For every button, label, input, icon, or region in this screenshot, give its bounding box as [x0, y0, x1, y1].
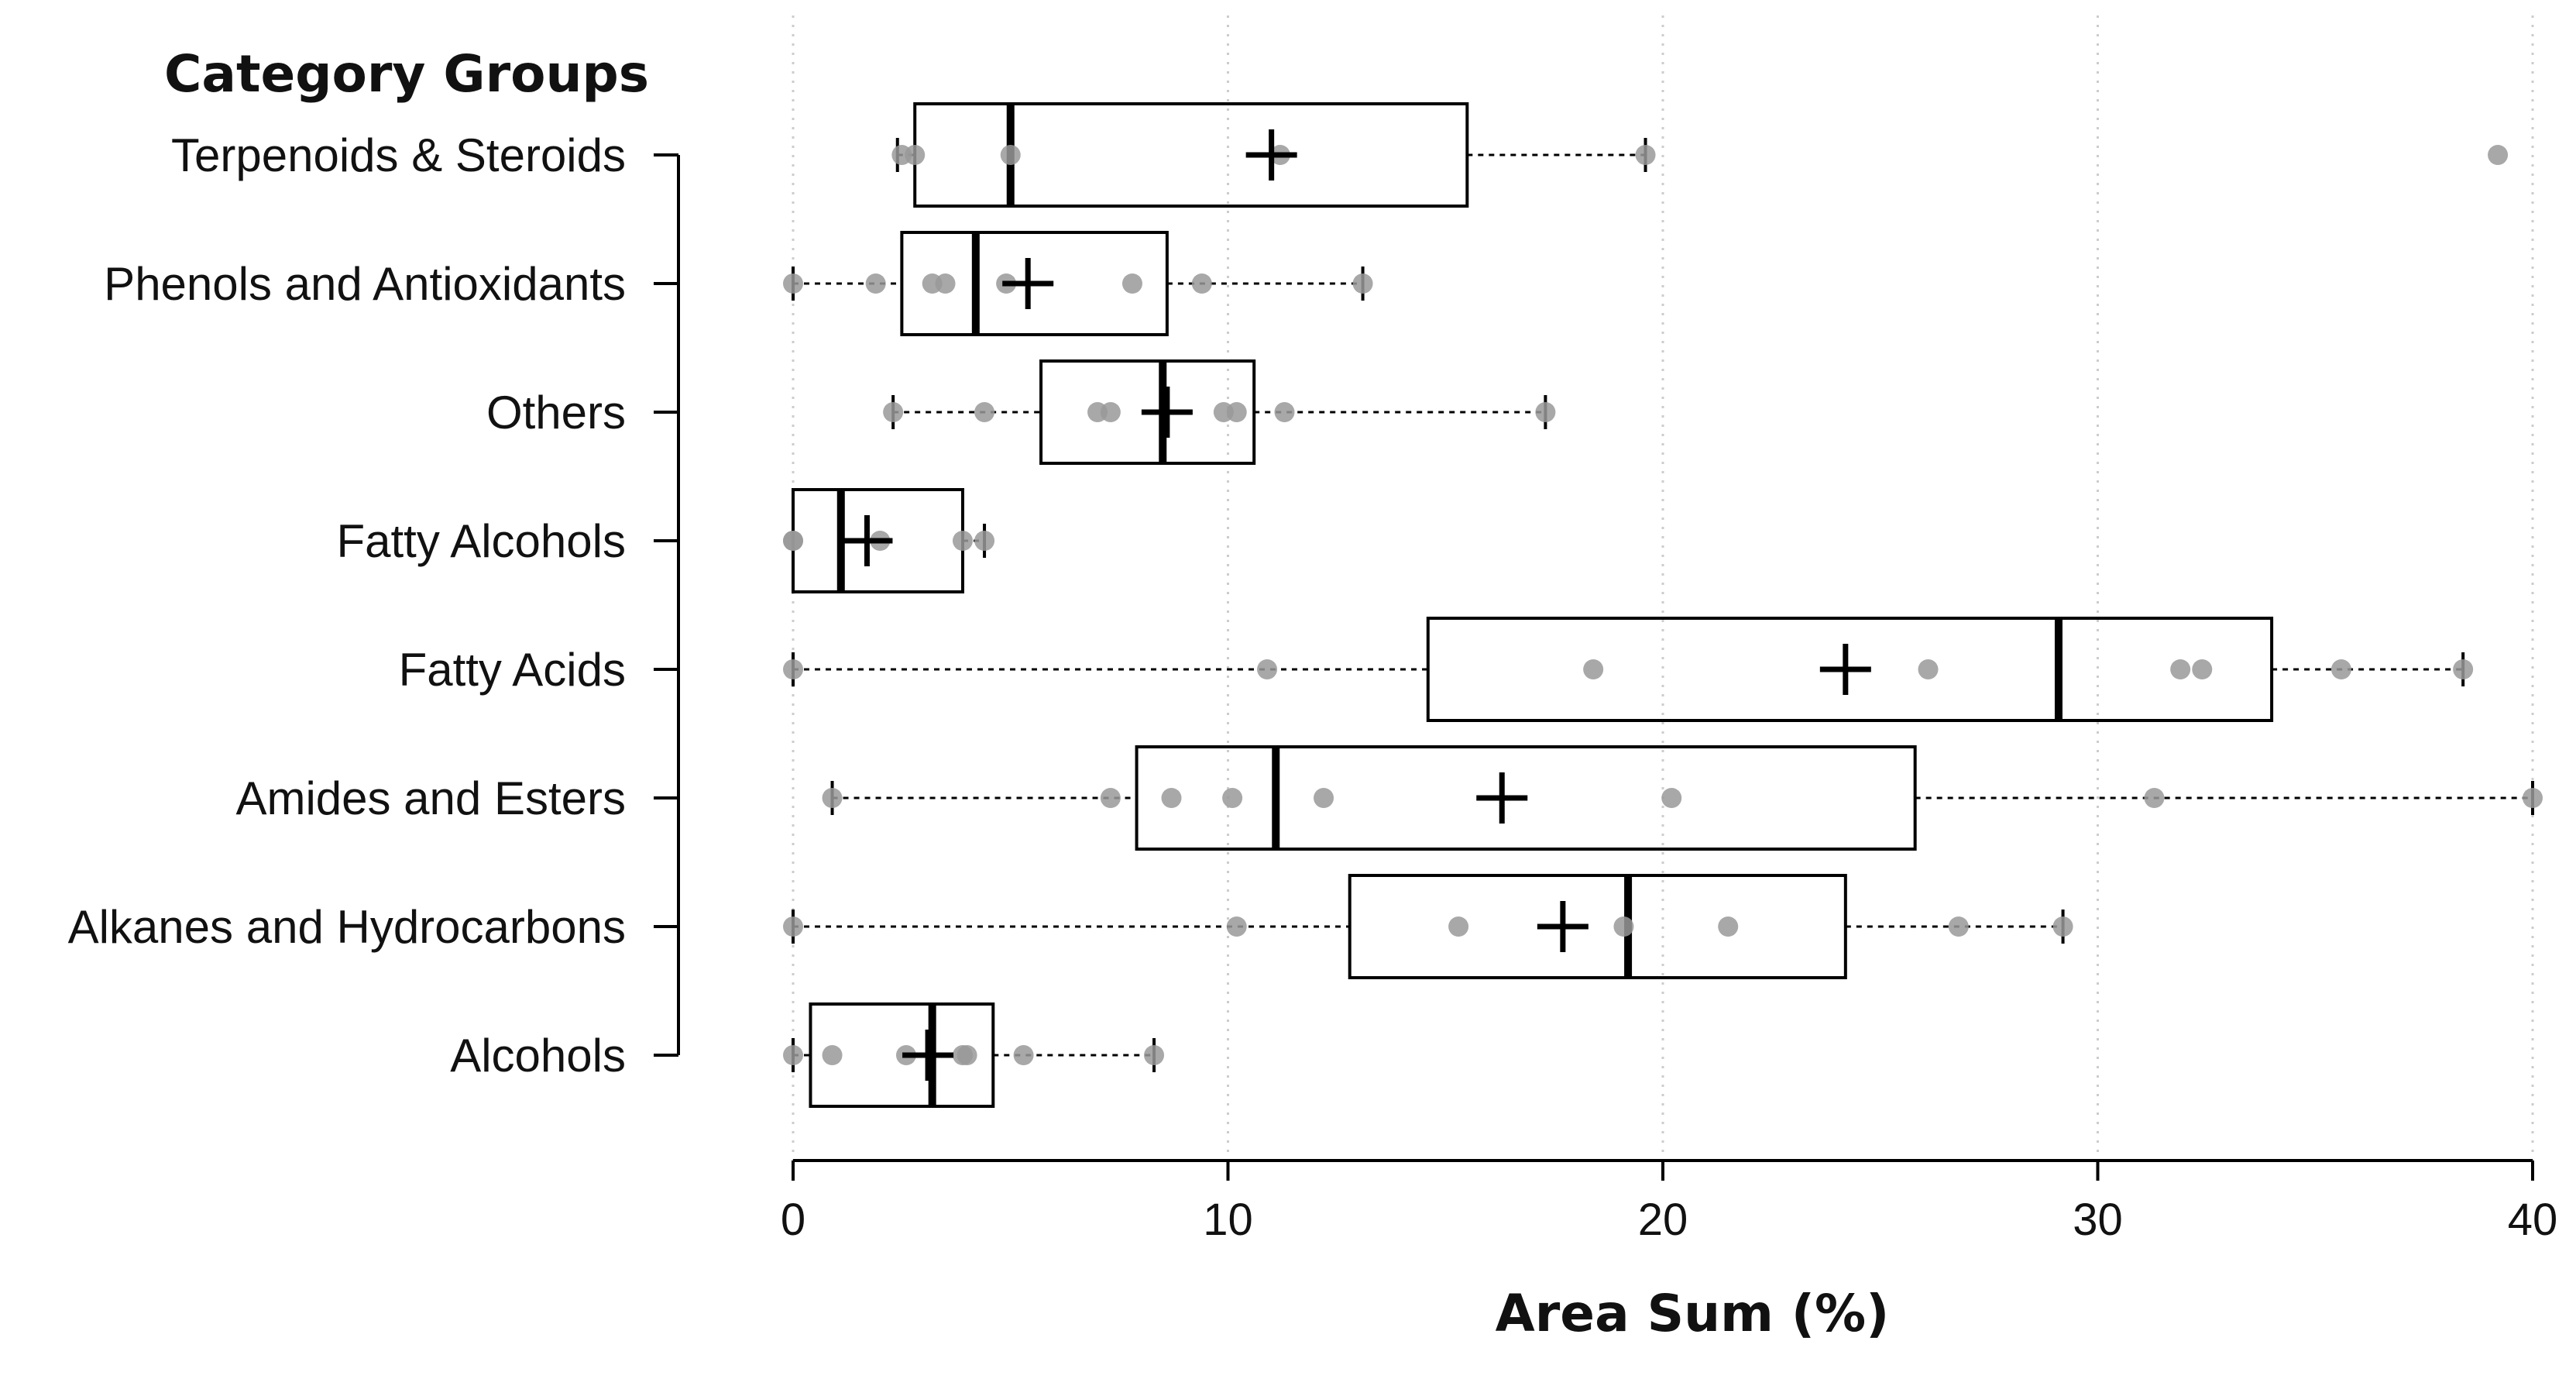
axis-layer: 0 10 20 30 40	[654, 153, 2558, 1245]
y-axis-title: Category Groups	[164, 44, 649, 104]
data-point	[822, 1045, 843, 1065]
category-label: Phenols and Antioxidants	[104, 258, 626, 310]
data-point	[1100, 402, 1121, 422]
data-point	[1222, 788, 1243, 808]
data-point	[783, 531, 803, 551]
iqr-box	[1348, 874, 1847, 979]
iqr-box	[900, 231, 1169, 336]
data-point	[957, 1045, 977, 1065]
label-layer: Terpenoids & Steroids Phenols and Antioxi…	[68, 129, 626, 1082]
mean-layer	[841, 129, 1871, 1081]
data-point	[2170, 659, 2191, 679]
data-point	[1100, 788, 1121, 808]
data-point	[865, 273, 886, 294]
data-point	[952, 531, 973, 551]
iqr-box	[913, 102, 1469, 208]
category-label: Others	[486, 387, 626, 438]
data-point	[1161, 788, 1182, 808]
data-point	[935, 273, 956, 294]
data-point	[783, 273, 803, 294]
iqr-box	[1135, 745, 1917, 851]
data-point	[905, 145, 926, 165]
data-point	[2052, 916, 2073, 937]
data-point	[1226, 916, 1247, 937]
x-tick-label: 10	[1203, 1195, 1253, 1245]
data-point	[974, 402, 995, 422]
data-point	[1583, 659, 1604, 679]
category-label: Terpenoids & Steroids	[171, 129, 626, 181]
data-point	[2453, 659, 2474, 679]
data-point	[1661, 788, 1682, 808]
iqr-box	[1426, 617, 2274, 722]
data-point	[822, 788, 843, 808]
data-point	[1948, 916, 1969, 937]
category-label: Amides and Esters	[235, 772, 626, 824]
data-point	[1226, 402, 1247, 422]
data-point	[1718, 916, 1739, 937]
data-point	[1121, 273, 1142, 294]
data-point	[1144, 1045, 1165, 1065]
data-point	[2192, 659, 2213, 679]
data-point	[2330, 659, 2351, 679]
data-point	[883, 402, 904, 422]
point-layer	[783, 145, 2543, 1065]
data-point	[783, 916, 803, 937]
data-point	[1274, 402, 1295, 422]
data-point	[2523, 788, 2543, 808]
x-tick-label: 0	[781, 1195, 805, 1245]
data-point	[1013, 1045, 1034, 1065]
data-point	[1257, 659, 1278, 679]
data-point	[974, 531, 995, 551]
category-label: Alcohols	[450, 1030, 626, 1082]
x-tick-label: 20	[1638, 1195, 1688, 1245]
x-tick-label: 30	[2073, 1195, 2123, 1245]
category-label: Fatty Acids	[399, 644, 626, 696]
data-point	[1535, 402, 1556, 422]
x-tick-label: 40	[2508, 1195, 2558, 1245]
data-point	[1000, 145, 1021, 165]
x-axis-title: Area Sum (%)	[1496, 1284, 1890, 1343]
data-point	[2144, 788, 2165, 808]
iqr-box	[1039, 359, 1256, 465]
data-point	[1613, 916, 1634, 937]
data-point	[783, 659, 803, 679]
data-point	[2488, 145, 2509, 165]
data-point	[1918, 659, 1939, 679]
data-point	[1314, 788, 1334, 808]
category-label: Fatty Alcohols	[336, 515, 626, 567]
grid-layer	[792, 15, 2534, 1161]
data-point	[1448, 916, 1469, 937]
data-point	[1191, 273, 1212, 294]
category-label: Alkanes and Hydrocarbons	[68, 901, 626, 953]
data-point	[783, 1045, 803, 1065]
iqr-box	[809, 1002, 995, 1108]
box-layer	[792, 102, 2274, 1108]
data-point	[1352, 273, 1373, 294]
data-point	[1635, 145, 1656, 165]
